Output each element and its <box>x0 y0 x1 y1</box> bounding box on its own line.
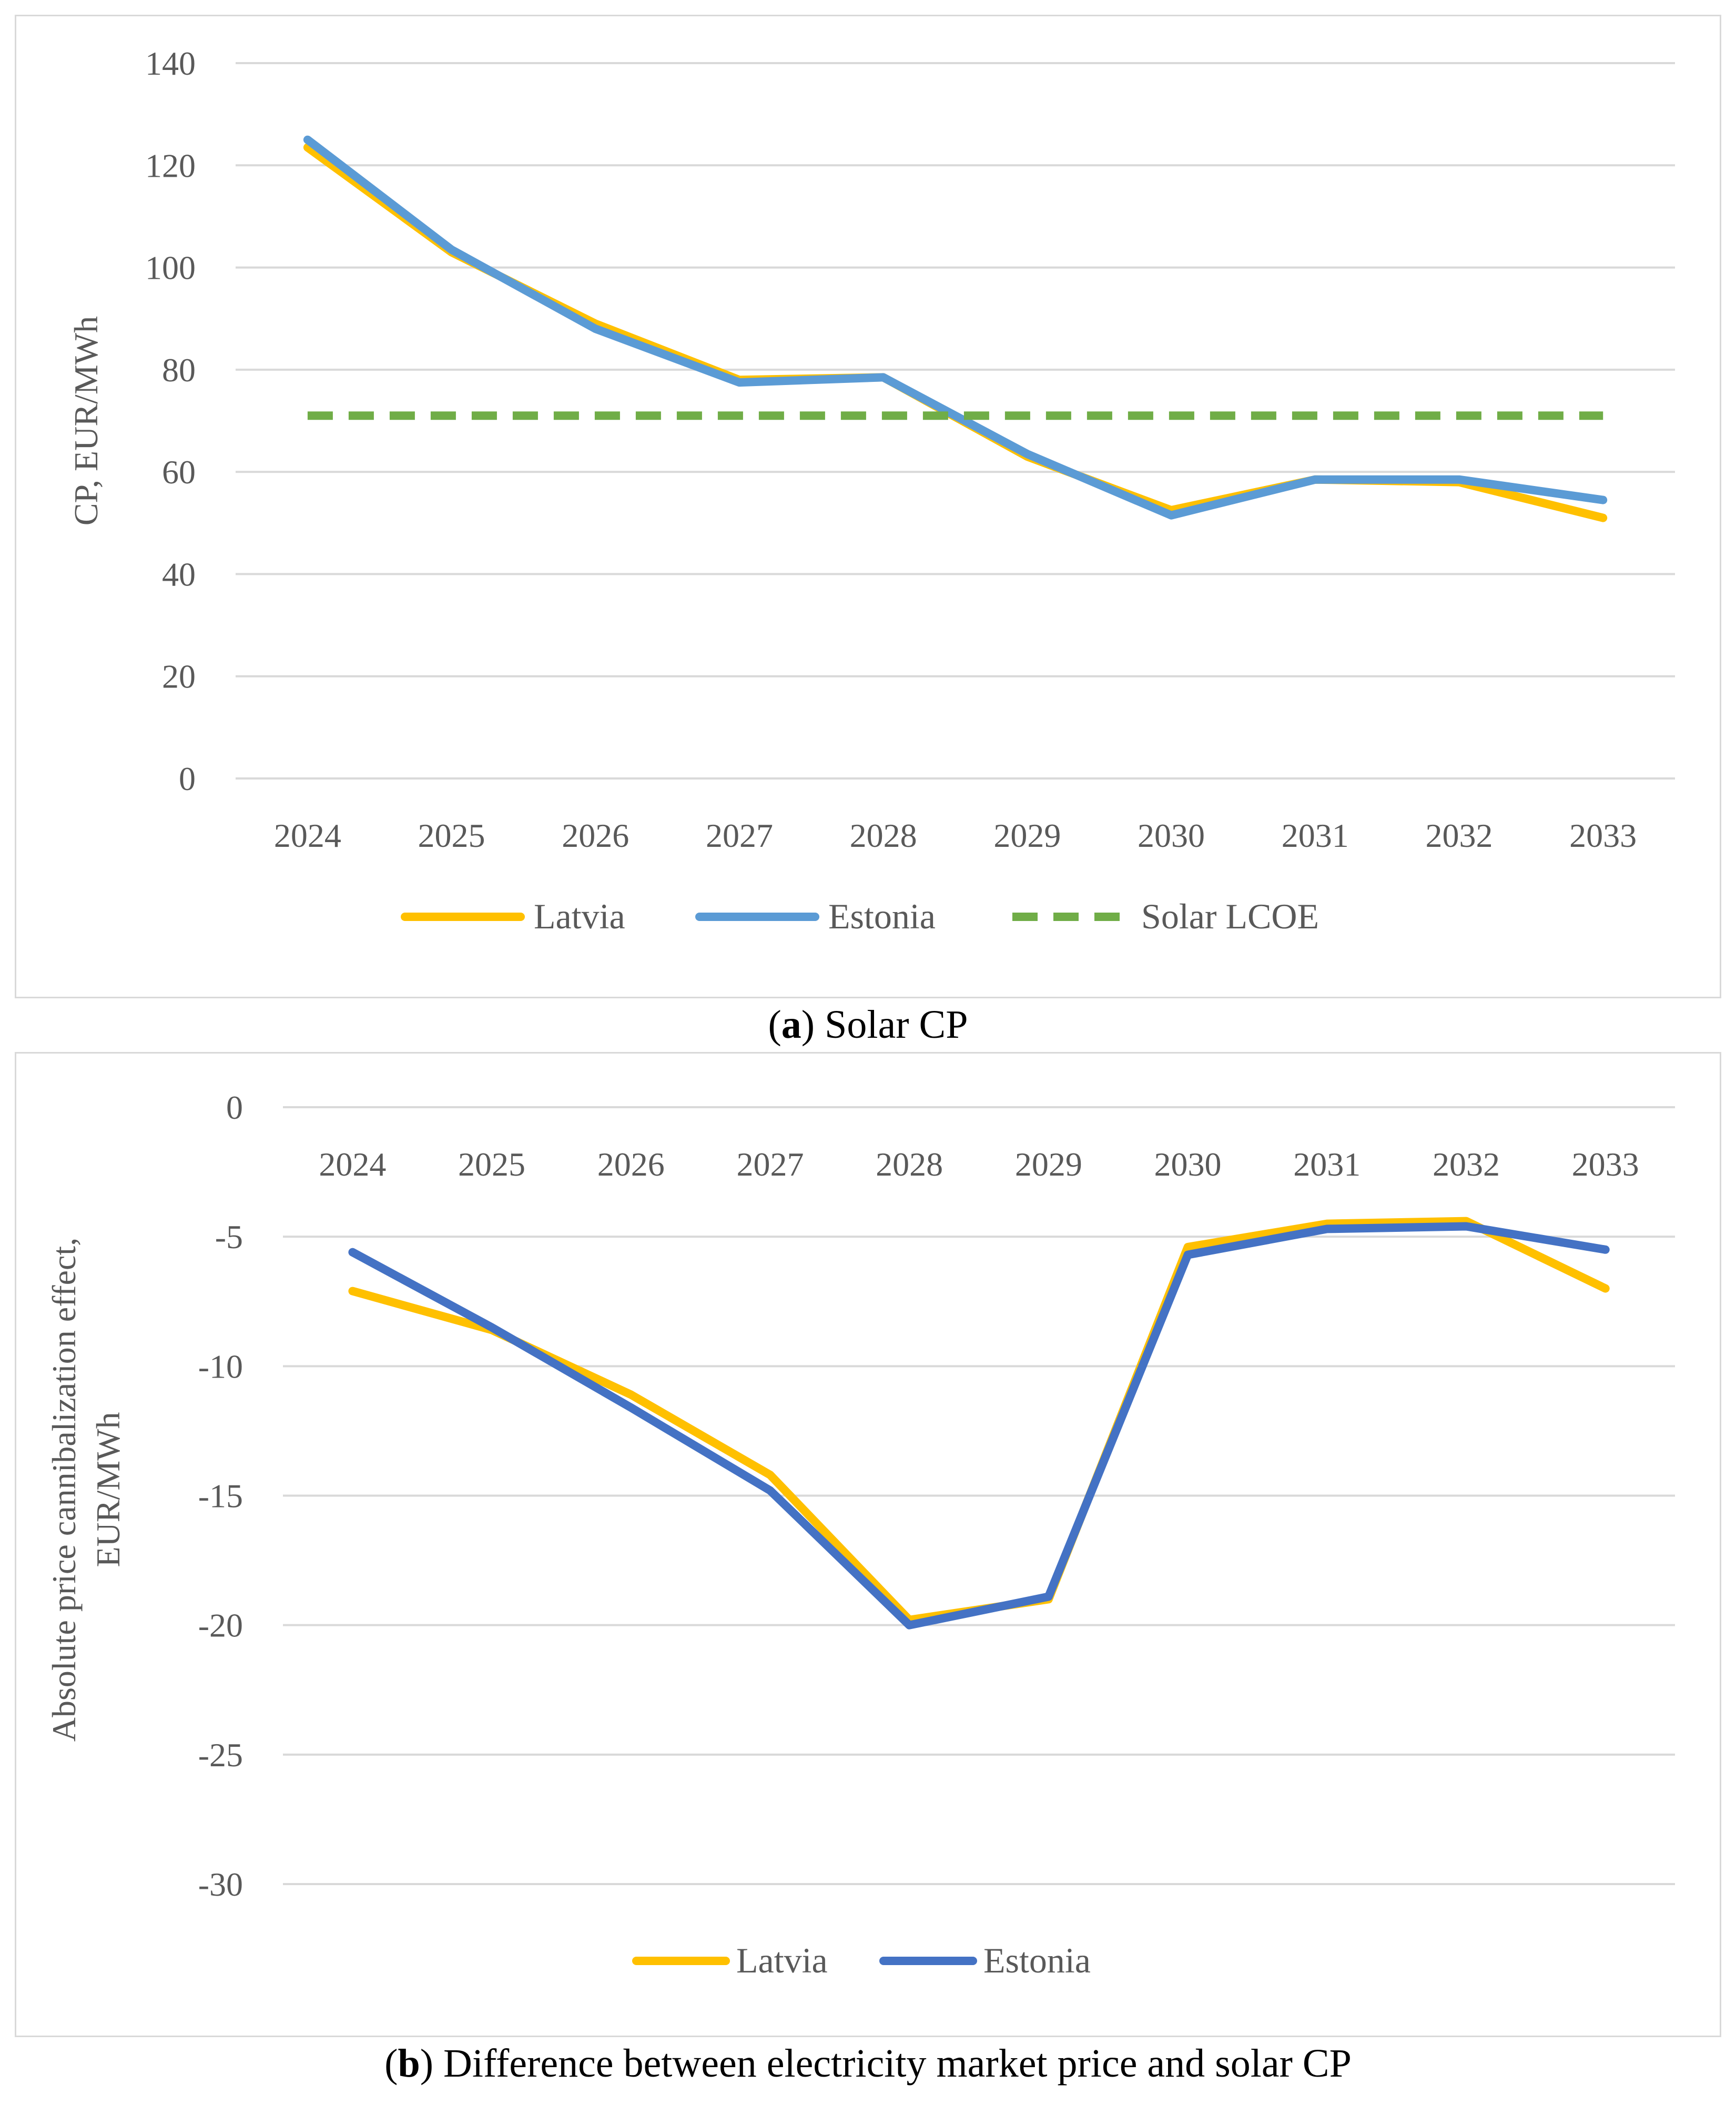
chart-a-legend-label: Latvia <box>534 896 625 936</box>
chart-a-y-tick-label: 20 <box>162 658 196 695</box>
chart-b-x-tick-label: 2026 <box>597 1146 665 1183</box>
chart-a-y-axis-title: CP, EUR/MWh <box>67 316 105 525</box>
chart-a-y-tick-label: 40 <box>162 555 196 593</box>
chart-b-frame <box>15 1052 1721 2037</box>
chart-b-x-tick-label: 2025 <box>458 1146 525 1183</box>
chart-b-x-tick-label: 2033 <box>1572 1146 1639 1183</box>
chart-b-y-tick-label: -5 <box>215 1218 243 1256</box>
chart-a-x-tick-label: 2029 <box>993 817 1061 854</box>
caption-a-text: Solar CP <box>825 1003 968 1047</box>
chart-b-y-tick-label: 0 <box>226 1089 243 1126</box>
chart-b-series-latvia-line <box>348 1217 1610 1624</box>
chart-a-x-tick-label: 2030 <box>1138 817 1205 854</box>
chart-a-y-tick-label: 60 <box>162 453 196 491</box>
chart-b-y-tick-label: -15 <box>198 1478 243 1515</box>
chart-a-y-tick-label: 120 <box>145 147 196 184</box>
chart-b-y-tick-label: -25 <box>198 1736 243 1774</box>
chart-a-x-tick-label: 2026 <box>562 817 629 854</box>
caption-a-label: a <box>781 1003 801 1047</box>
chart-a-series-latvia-line <box>303 143 1608 522</box>
chart-b-x-tick-label: 2030 <box>1154 1146 1222 1183</box>
chart-b-y-tick-label: -10 <box>198 1348 243 1385</box>
chart-b-legend-label: Estonia <box>983 1940 1091 1980</box>
chart-b-y-tick-label: -30 <box>198 1866 243 1903</box>
chart-a-legend-label: Estonia <box>828 896 936 936</box>
chart-a-frame <box>15 15 1721 998</box>
chart-a-x-tick-label: 2027 <box>706 817 773 854</box>
chart-b-x-tick-label: 2029 <box>1015 1146 1082 1183</box>
chart-b-x-tick-label: 2024 <box>319 1146 386 1183</box>
chart-a-series-estonia-line <box>303 135 1608 520</box>
chart-a-x-tick-label: 2028 <box>850 817 917 854</box>
chart-a-x-tick-label: 2032 <box>1425 817 1493 854</box>
chart-b-x-tick-label: 2027 <box>736 1146 804 1183</box>
chart-a-x-tick-label: 2033 <box>1569 817 1637 854</box>
chart-b-y-tick-label: -20 <box>198 1607 243 1644</box>
chart-a-y-tick-label: 100 <box>145 249 196 287</box>
chart-a-x-tick-label: 2024 <box>274 817 341 854</box>
chart-a-x-tick-label: 2031 <box>1282 817 1349 854</box>
chart-b-x-tick-label: 2031 <box>1293 1146 1361 1183</box>
caption-b-label: b <box>398 2041 420 2086</box>
caption-a: (a) Solar CP <box>768 1003 968 1047</box>
caption-b: (b) Difference between electricity marke… <box>384 2041 1352 2086</box>
chart-b-y-axis-title: EUR/MWh <box>89 1412 127 1567</box>
chart-b-legend-label: Latvia <box>736 1940 828 1980</box>
caption-b-text: Difference between electricity market pr… <box>443 2041 1352 2086</box>
chart-a-y-tick-label: 80 <box>162 351 196 389</box>
chart-b-x-tick-label: 2032 <box>1433 1146 1500 1183</box>
chart-a-x-tick-label: 2025 <box>418 817 485 854</box>
chart-a-legend-label: Solar LCOE <box>1141 896 1319 936</box>
chart-b-x-tick-label: 2028 <box>876 1146 943 1183</box>
chart-b-series-estonia-line <box>348 1222 1610 1630</box>
chart-a-y-tick-label: 140 <box>145 45 196 82</box>
chart-a-y-tick-label: 0 <box>179 760 196 797</box>
chart-b-y-axis-title: Absolute price cannibalization effect, <box>45 1238 83 1742</box>
